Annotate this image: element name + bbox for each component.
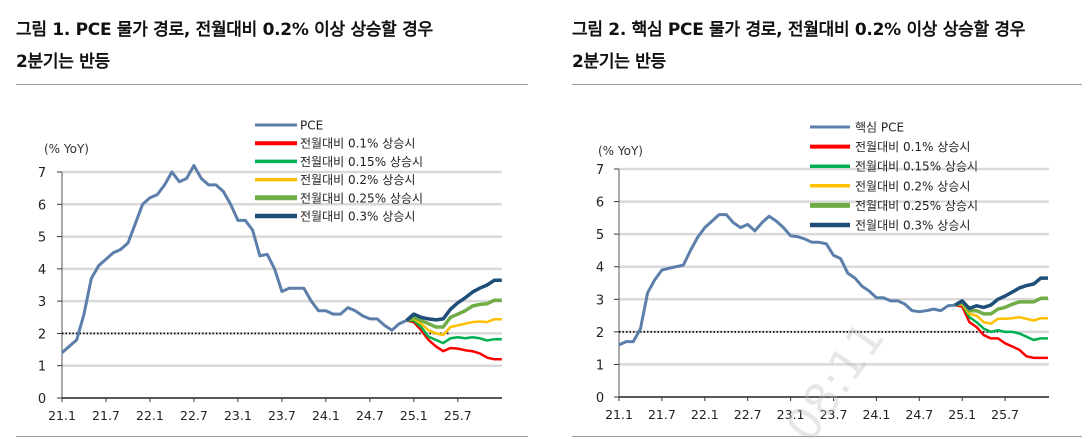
y-tick-label: 6 <box>38 198 46 213</box>
x-tick-label: 25.7 <box>991 407 1019 422</box>
legend-label: 전월대비 0.3% 상승시 <box>300 210 415 224</box>
legend-label: 전월대비 0.15% 상승시 <box>855 160 978 174</box>
chart-1: 0 1 2 3 4 5 6 7 (% YoY) 21.1 21.7 22.1 22.7 23.1 23.7 2… <box>38 119 502 423</box>
bottom-divider-1 <box>16 436 528 437</box>
y-tick-label: 3 <box>38 295 46 310</box>
y-tick-label: 6 <box>596 196 604 211</box>
title-divider-1 <box>16 84 528 85</box>
y-tick-label: 0 <box>596 391 604 406</box>
y-tick-label: 4 <box>38 263 46 278</box>
y-tick-label: 4 <box>596 261 604 276</box>
x-tick-label: 22.7 <box>180 408 208 423</box>
series-line-scenario-3 <box>954 302 1048 325</box>
x-tick-label: 23.1 <box>777 407 805 422</box>
series-line-scenario-5 <box>405 278 502 322</box>
y-tick-label: 3 <box>596 293 604 308</box>
y-tick-label: 0 <box>38 392 46 407</box>
legend-label: 전월대비 0.25% 상승시 <box>855 199 978 213</box>
x-tick-label: 23.7 <box>820 407 848 422</box>
legend-label: 전월대비 0.15% 상승시 <box>300 155 423 169</box>
bottom-divider-2 <box>572 436 1082 437</box>
series-line-scenario-4 <box>954 296 1048 316</box>
x-tick-label: 21.7 <box>92 408 120 423</box>
series-line-scenario-2 <box>406 319 502 345</box>
x-tick-label: 21.7 <box>648 407 676 422</box>
x-tick-label: 23.1 <box>224 408 252 423</box>
series-line-scenario-5 <box>954 276 1048 311</box>
x-tick-label: 24.7 <box>905 407 933 422</box>
y-tick-label: 5 <box>596 228 604 243</box>
x-tick-label: 25.1 <box>400 408 428 423</box>
y-tick-label: 7 <box>38 166 46 181</box>
chart2-title: 그림 2. 핵심 PCE 물가 경로, 전월대비 0.2% 이상 상승할 경우 … <box>572 14 1082 78</box>
series-line-scenario-4 <box>405 298 502 329</box>
legend-label: 전월대비 0.3% 상승시 <box>855 219 970 233</box>
y-axis-label: (% YoY) <box>598 144 643 158</box>
series-line-scenario-1 <box>954 303 1048 360</box>
x-tick-label: 24.7 <box>356 408 384 423</box>
chart-2: 0 1 2 3 4 5 6 7 (% YoY) 21.1 21.7 22.1 22.7 23.1 23.7 2… <box>596 121 1049 422</box>
x-tick-label: 24.1 <box>862 407 890 422</box>
x-tick-label: 22.1 <box>691 407 719 422</box>
x-tick-label: 22.1 <box>136 408 164 423</box>
chart2-title-line2: 2분기는 반등 <box>572 52 666 72</box>
x-tick-label: 25.7 <box>444 408 472 423</box>
chart2-title-line1: 그림 2. 핵심 PCE 물가 경로, 전월대비 0.2% 이상 상승할 경우 <box>572 20 1026 40</box>
x-tick-label: 21.1 <box>605 407 633 422</box>
series-line-actual <box>61 164 408 354</box>
series-line-actual <box>618 213 956 347</box>
chart1-title: 그림 1. PCE 물가 경로, 전월대비 0.2% 이상 상승할 경우 2분기… <box>16 14 516 78</box>
legend-label: 전월대비 0.25% 상승시 <box>300 191 423 205</box>
title-divider-2 <box>572 84 1082 85</box>
x-tick-label: 23.7 <box>268 408 296 423</box>
y-tick-label: 1 <box>38 360 46 375</box>
series-line-scenario-2 <box>954 302 1048 342</box>
y-tick-label: 1 <box>596 358 604 373</box>
legend-label: 핵심 PCE <box>855 121 904 135</box>
x-tick-label: 22.7 <box>734 407 762 422</box>
legend-label: 전월대비 0.1% 상승시 <box>855 140 970 154</box>
legend-label: PCE <box>300 119 323 133</box>
y-tick-label: 7 <box>596 163 604 178</box>
legend-label: 전월대비 0.2% 상승시 <box>855 179 970 193</box>
y-tick-label: 5 <box>38 231 46 246</box>
legend-label: 전월대비 0.1% 상승시 <box>300 137 415 151</box>
legend-label: 전월대비 0.2% 상승시 <box>300 173 415 187</box>
x-tick-label: 24.1 <box>312 408 340 423</box>
y-tick-label: 2 <box>596 326 604 341</box>
series-line-scenario-1 <box>406 319 502 361</box>
x-tick-label: 21.1 <box>48 408 76 423</box>
chart1-title-line1: 그림 1. PCE 물가 경로, 전월대비 0.2% 이상 상승할 경우 <box>16 20 433 40</box>
y-tick-label: 2 <box>38 327 46 342</box>
y-axis-label: (% YoY) <box>44 142 89 156</box>
chart1-title-line2: 2분기는 반등 <box>16 52 110 72</box>
x-tick-label: 25.1 <box>948 407 976 422</box>
series-line-scenario-3 <box>406 317 502 337</box>
